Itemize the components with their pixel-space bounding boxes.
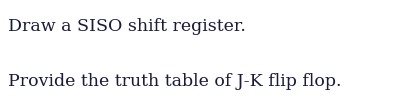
Text: Draw a SISO shift register.: Draw a SISO shift register. (8, 18, 246, 35)
Text: Provide the truth table of J-K flip flop.: Provide the truth table of J-K flip flop… (8, 73, 342, 90)
